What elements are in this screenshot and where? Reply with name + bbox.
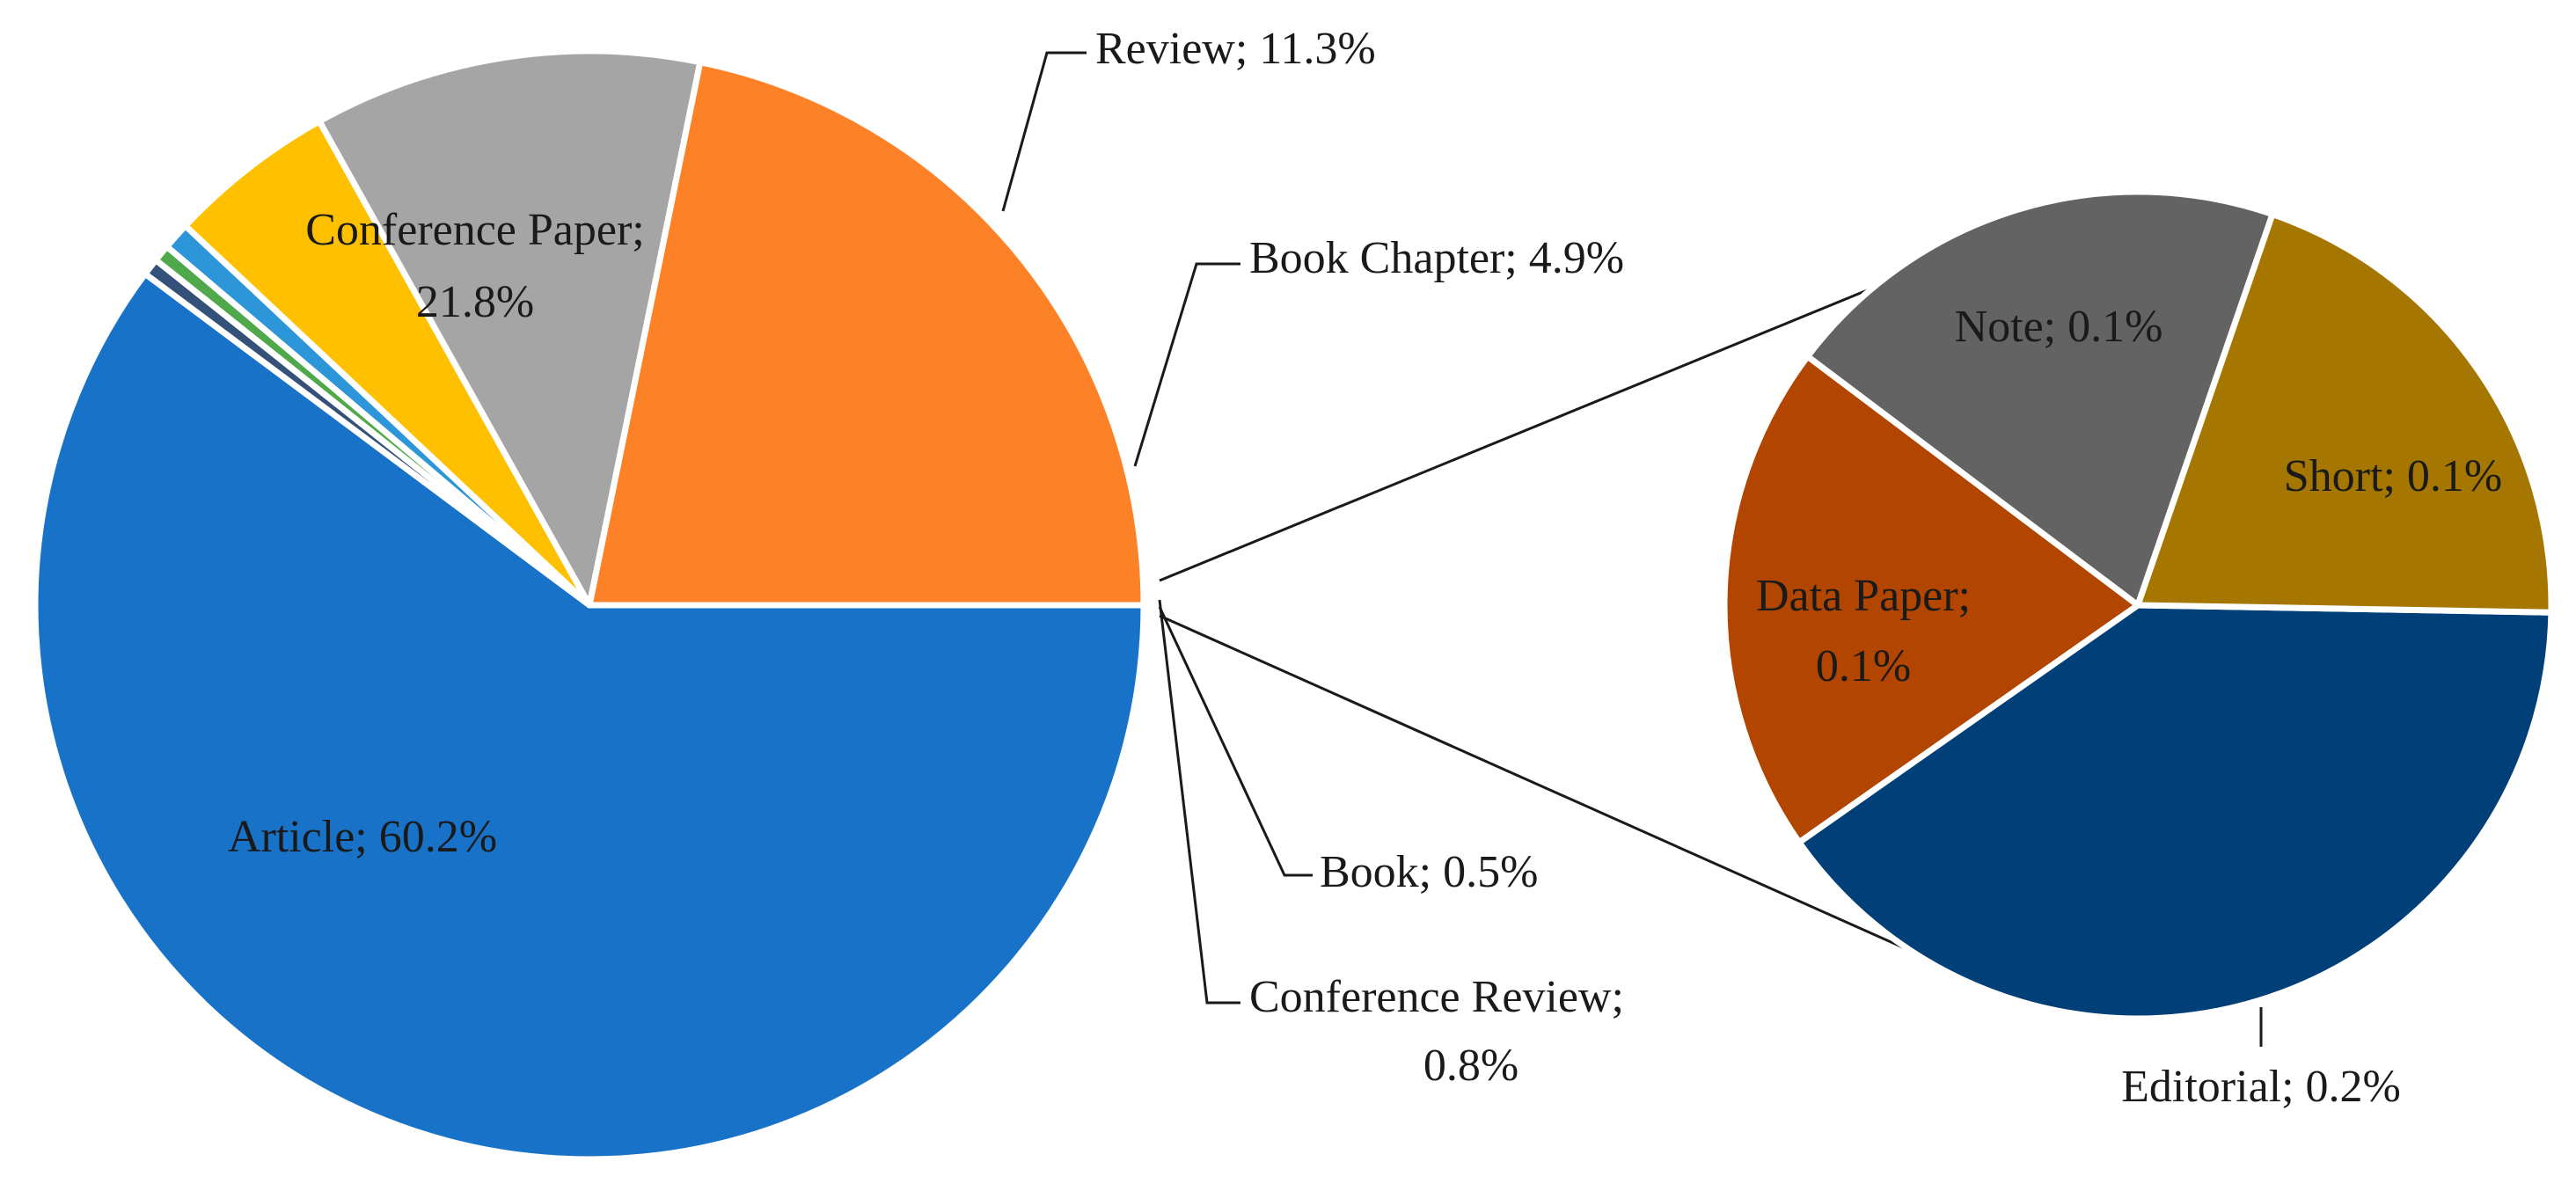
label-article: Article; 60.2% bbox=[228, 812, 497, 862]
label-short: Short; 0.1% bbox=[2284, 451, 2502, 501]
label-editorial: Editorial; 0.2% bbox=[2121, 1062, 2401, 1112]
main-pie bbox=[32, 47, 1147, 1163]
label-data-paper-line2: 0.1% bbox=[1816, 641, 1911, 691]
connector-line-bottom bbox=[1159, 614, 1906, 950]
leader-review bbox=[1001, 51, 1087, 212]
connector-line-top bbox=[1159, 259, 1941, 582]
label-conference-review-line1: Conference Review; bbox=[1249, 972, 1624, 1022]
sec-slice-data-paper bbox=[1721, 353, 2141, 846]
label-conference-paper-line1: Conference Paper; bbox=[305, 205, 644, 255]
leader-conference-review bbox=[1158, 599, 1240, 1005]
sec-slice-editorial bbox=[1796, 602, 2555, 1022]
label-review: Review; 11.3% bbox=[1095, 24, 1376, 74]
leader-lines bbox=[1001, 51, 2263, 1047]
label-note: Note; 0.1% bbox=[1955, 302, 2163, 352]
label-book: Book; 0.5% bbox=[1320, 847, 1538, 897]
sec-slice-short bbox=[2134, 211, 2555, 616]
main-slice-article bbox=[32, 270, 1147, 1163]
main-slice-review bbox=[316, 47, 704, 609]
main-slice-conference-paper bbox=[586, 59, 1147, 609]
label-conference-review-line2: 0.8% bbox=[1423, 1041, 1519, 1091]
pie-connector-lines bbox=[1159, 259, 1941, 950]
leader-book-chapter bbox=[1133, 262, 1240, 467]
leader-book bbox=[1158, 606, 1313, 877]
secondary-pie bbox=[1721, 188, 2555, 1022]
main-slice-book-chapter bbox=[182, 118, 593, 609]
sec-slice-note bbox=[1804, 188, 2276, 609]
label-book-chapter: Book Chapter; 4.9% bbox=[1249, 233, 1624, 283]
label-data-paper-line1: Data Paper; bbox=[1756, 571, 1971, 621]
label-conference-paper-line2: 21.8% bbox=[416, 277, 534, 327]
